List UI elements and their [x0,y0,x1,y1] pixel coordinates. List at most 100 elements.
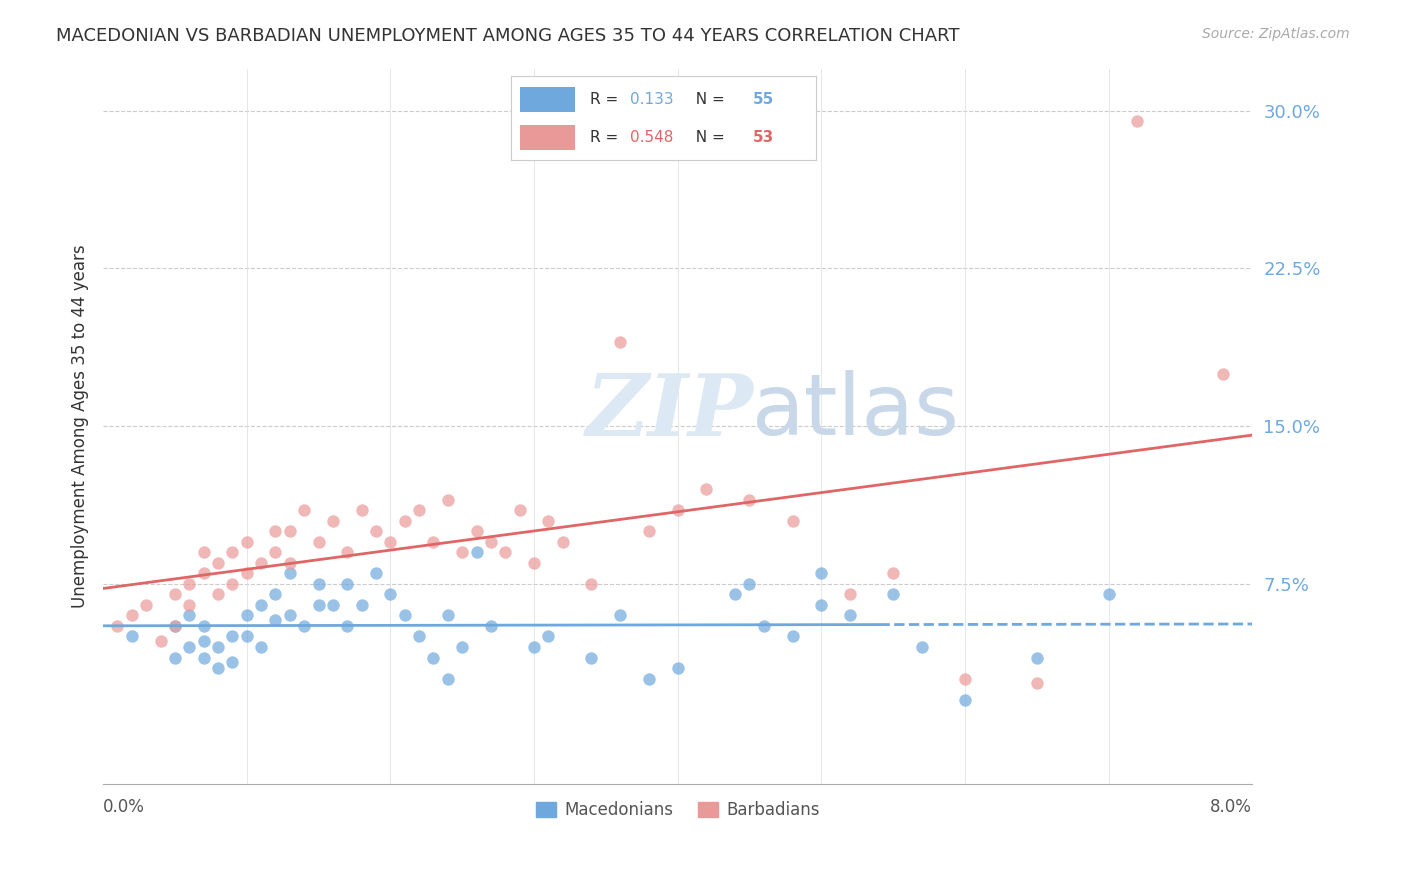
Point [494,545,516,559]
Point [953,672,976,686]
Point [465,524,488,539]
Point [364,566,387,581]
Point [308,534,330,549]
Text: Source: ZipAtlas.com: Source: ZipAtlas.com [1202,27,1350,41]
Point [221,577,243,591]
Point [207,640,229,654]
Point [193,650,215,665]
Point [551,534,574,549]
Point [394,514,416,528]
Point [121,608,143,623]
Point [236,534,259,549]
Point [278,556,301,570]
Point [638,672,661,686]
Point [609,608,631,623]
Point [408,503,430,517]
Point [350,598,373,612]
Point [738,577,761,591]
Point [451,545,474,559]
Point [179,577,201,591]
Point [839,587,862,601]
Point [752,619,775,633]
Point [695,482,717,496]
Point [193,566,215,581]
Point [308,577,330,591]
Point [264,587,287,601]
Point [394,608,416,623]
Point [322,514,344,528]
Point [609,334,631,349]
Point [250,640,273,654]
Point [163,587,186,601]
Point [1025,675,1047,690]
Point [479,619,502,633]
Point [336,619,359,633]
Point [465,545,488,559]
Point [581,577,603,591]
Point [278,566,301,581]
Point [810,598,832,612]
Point [782,514,804,528]
Point [163,619,186,633]
Point [523,556,546,570]
Point [221,630,243,644]
Point [437,608,460,623]
Point [810,566,832,581]
Point [953,692,976,706]
Point [107,619,129,633]
Text: 8.0%: 8.0% [1211,798,1253,816]
Point [322,598,344,612]
Point [336,577,359,591]
Point [1097,587,1119,601]
Point [135,598,157,612]
Point [207,587,229,601]
Point [479,534,502,549]
Point [408,630,430,644]
Point [537,630,560,644]
Point [738,492,761,507]
Point [537,514,560,528]
Text: ZIP: ZIP [586,370,754,453]
Point [278,608,301,623]
Point [911,640,934,654]
Point [422,534,444,549]
Point [666,661,689,675]
Point [839,608,862,623]
Point [724,587,747,601]
Point [236,566,259,581]
Point [782,630,804,644]
Point [380,534,402,549]
Point [264,524,287,539]
Point [292,619,315,633]
Point [292,503,315,517]
Point [207,556,229,570]
Point [509,503,531,517]
Point [250,598,273,612]
Point [638,524,661,539]
Point [882,587,904,601]
Point [264,613,287,627]
Point [308,598,330,612]
Point [193,633,215,648]
Point [451,640,474,654]
Point [523,640,546,654]
Point [149,633,172,648]
Point [193,619,215,633]
Point [380,587,402,601]
Point [163,650,186,665]
Point [236,608,259,623]
Legend: Macedonians, Barbadians: Macedonians, Barbadians [529,794,827,825]
Y-axis label: Unemployment Among Ages 35 to 44 years: Unemployment Among Ages 35 to 44 years [72,244,89,608]
Point [236,630,259,644]
Point [422,650,444,665]
Point [163,619,186,633]
Text: MACEDONIAN VS BARBADIAN UNEMPLOYMENT AMONG AGES 35 TO 44 YEARS CORRELATION CHART: MACEDONIAN VS BARBADIAN UNEMPLOYMENT AMO… [56,27,960,45]
Point [221,545,243,559]
Point [278,524,301,539]
Text: 0.0%: 0.0% [103,798,145,816]
Point [179,608,201,623]
Point [350,503,373,517]
Point [1025,650,1047,665]
Point [1212,367,1234,381]
Point [193,545,215,559]
